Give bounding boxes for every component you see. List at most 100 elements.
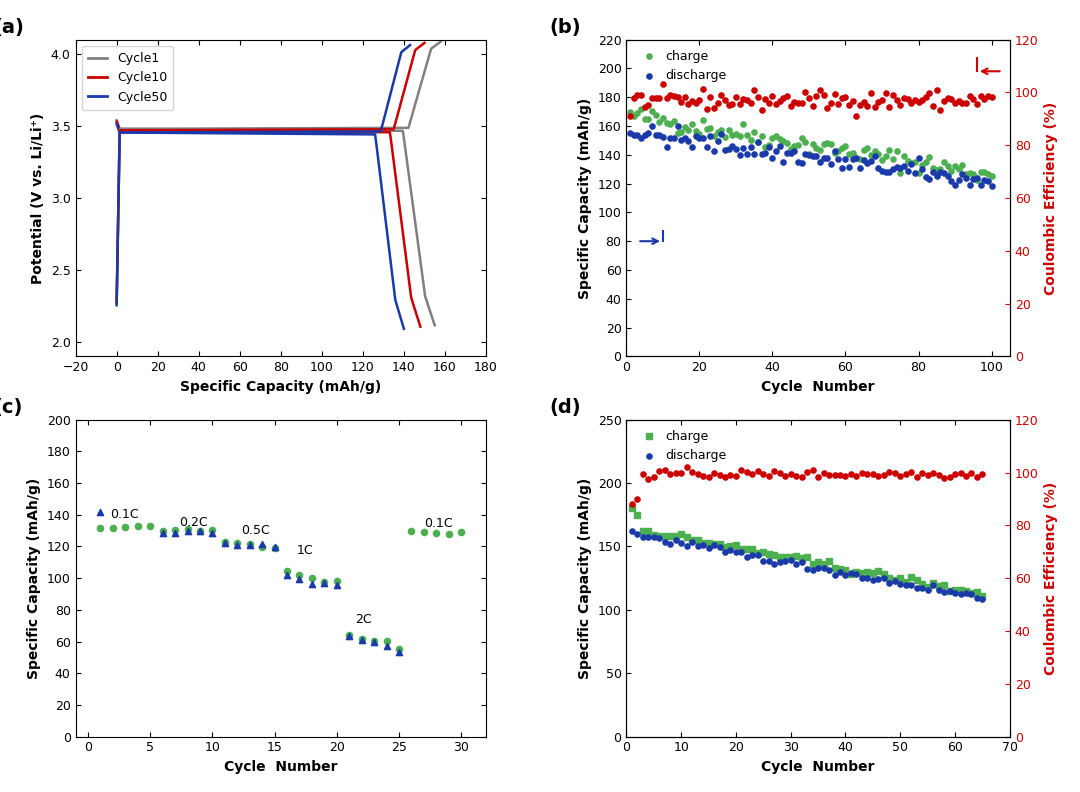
Point: [875, 469, 892, 482]
Point: [710, 126, 727, 139]
Point: [974, 590, 991, 603]
Point: [875, 568, 892, 581]
Point: [786, 139, 804, 152]
Point: [771, 551, 788, 564]
Point: [705, 101, 723, 114]
Point: [842, 567, 860, 580]
Point: [623, 498, 640, 511]
Point: [691, 93, 708, 106]
Point: [935, 586, 953, 599]
Point: [229, 537, 246, 550]
Point: [745, 147, 762, 160]
Point: [676, 132, 693, 145]
Point: [840, 98, 858, 111]
Point: [667, 534, 685, 546]
Point: [957, 470, 974, 482]
Point: [924, 579, 942, 592]
Point: [453, 525, 470, 538]
Point: [634, 524, 651, 537]
Point: [753, 148, 770, 161]
Point: [863, 155, 880, 168]
Point: [961, 179, 978, 192]
Point: [859, 572, 876, 584]
Point: [678, 539, 696, 552]
Point: [744, 467, 761, 480]
Point: [639, 113, 657, 126]
Point: [951, 588, 969, 600]
Point: [789, 139, 807, 151]
Point: [930, 584, 947, 596]
Point: [826, 147, 843, 159]
Text: (c): (c): [0, 398, 23, 417]
Point: [914, 158, 931, 171]
Point: [684, 536, 701, 549]
Point: [829, 152, 847, 165]
Point: [940, 91, 957, 104]
Point: [895, 159, 913, 172]
Point: [935, 578, 953, 591]
Point: [793, 555, 810, 568]
Point: [946, 97, 963, 109]
Point: [919, 584, 936, 596]
Point: [969, 97, 986, 110]
Point: [899, 154, 916, 167]
Y-axis label: Specific Capacity (mAh/g): Specific Capacity (mAh/g): [578, 478, 592, 679]
Point: [315, 575, 333, 588]
Point: [700, 471, 717, 484]
Point: [154, 527, 172, 539]
Point: [946, 584, 963, 596]
Point: [768, 129, 785, 142]
Point: [880, 101, 897, 113]
Point: [804, 463, 821, 476]
Point: [254, 538, 271, 550]
Point: [810, 555, 827, 568]
Point: [903, 157, 920, 169]
Point: [837, 152, 854, 165]
X-axis label: Cycle  Number: Cycle Number: [761, 380, 875, 394]
Point: [798, 550, 815, 563]
Point: [731, 149, 748, 162]
Point: [859, 141, 876, 154]
Legend: Cycle1, Cycle10, Cycle50: Cycle1, Cycle10, Cycle50: [82, 46, 174, 110]
Point: [647, 128, 664, 141]
Point: [821, 564, 838, 577]
Cycle10: [111, 241, 124, 250]
Point: [629, 527, 646, 540]
Point: [739, 550, 756, 563]
Text: (a): (a): [0, 18, 25, 37]
Cycle1: [434, 36, 447, 46]
Point: [919, 581, 936, 594]
Cycle1: [404, 116, 417, 125]
Point: [964, 168, 982, 181]
Point: [950, 162, 968, 175]
Point: [869, 162, 887, 174]
Point: [328, 578, 346, 591]
Point: [716, 144, 733, 157]
Point: [885, 162, 902, 175]
Point: [940, 160, 957, 173]
Point: [739, 543, 756, 555]
Point: [877, 149, 894, 162]
Point: [658, 141, 675, 154]
Point: [826, 469, 843, 482]
Point: [750, 549, 767, 562]
Point: [720, 124, 738, 136]
Point: [866, 150, 883, 163]
Point: [390, 642, 407, 655]
Point: [840, 147, 858, 160]
Point: [623, 502, 640, 515]
Point: [727, 143, 744, 156]
Point: [946, 160, 963, 173]
Point: [837, 563, 854, 576]
Point: [808, 89, 825, 102]
Point: [698, 103, 715, 116]
Point: [678, 531, 696, 543]
Point: [779, 147, 796, 159]
Y-axis label: Potential (V vs. Li/Li⁺): Potential (V vs. Li/Li⁺): [31, 112, 45, 284]
Point: [760, 141, 778, 154]
Point: [403, 525, 420, 538]
Point: [166, 524, 184, 536]
Point: [804, 150, 821, 162]
Point: [935, 471, 953, 484]
Point: [771, 94, 788, 107]
